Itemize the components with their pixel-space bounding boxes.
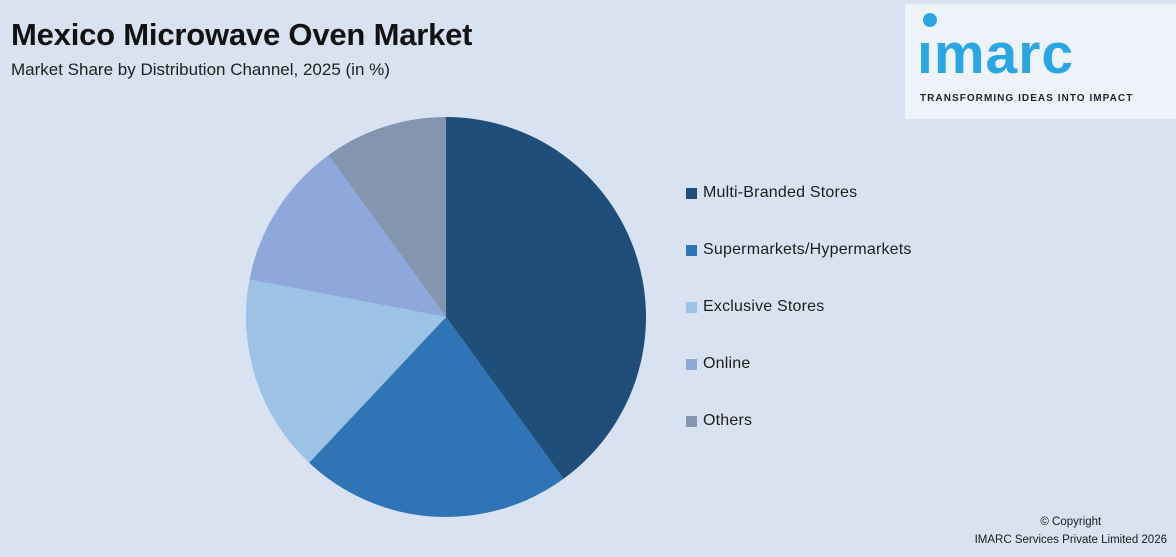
legend-item: Supermarkets/Hypermarkets xyxy=(686,241,912,259)
legend-item: Others xyxy=(686,412,912,430)
legend-swatch-icon xyxy=(686,415,697,427)
imarc-logo: ımarc TRANSFORMING IDEAS INTO IMPACT xyxy=(905,4,1176,119)
legend-label: Others xyxy=(703,412,753,429)
chart-legend: Multi-Branded Stores Supermarkets/Hyperm… xyxy=(686,184,912,430)
pie-slice-others xyxy=(328,117,446,317)
page-title: Mexico Microwave Oven Market xyxy=(11,17,473,52)
logo-dot-icon xyxy=(923,13,937,27)
legend-label: Supermarkets/Hypermarkets xyxy=(703,241,912,258)
logo-wordmark: ımarc xyxy=(917,22,1075,86)
pie-slice-exclusive-stores xyxy=(245,279,446,463)
copyright-notice: © Copyright IMARC Services Private Limit… xyxy=(975,514,1167,550)
legend-swatch-icon xyxy=(686,187,697,199)
legend-label: Exclusive Stores xyxy=(703,298,825,315)
copyright-line1: © Copyright xyxy=(1040,516,1102,529)
legend-swatch-icon xyxy=(686,358,697,370)
pie-slice-supermarkets-hypermarkets xyxy=(309,317,564,517)
pie-slice-multi-branded-stores xyxy=(446,117,646,479)
legend-swatch-icon xyxy=(686,301,697,313)
copyright-line2: IMARC Services Private Limited 2026 xyxy=(974,534,1167,547)
pie-chart-svg xyxy=(245,117,646,517)
legend-label: Multi-Branded Stores xyxy=(703,184,858,201)
chart-header: Mexico Microwave Oven Market Market Shar… xyxy=(11,17,473,80)
legend-swatch-icon xyxy=(686,244,697,256)
legend-label: Online xyxy=(703,355,751,372)
page-subtitle: Market Share by Distribution Channel, 20… xyxy=(11,59,390,79)
legend-item: Online xyxy=(686,355,912,373)
pie-slice-online xyxy=(249,155,446,317)
legend-item: Multi-Branded Stores xyxy=(686,184,912,202)
pie-chart xyxy=(245,117,646,517)
legend-item: Exclusive Stores xyxy=(686,298,912,316)
logo-tagline: TRANSFORMING IDEAS INTO IMPACT xyxy=(920,93,1134,104)
